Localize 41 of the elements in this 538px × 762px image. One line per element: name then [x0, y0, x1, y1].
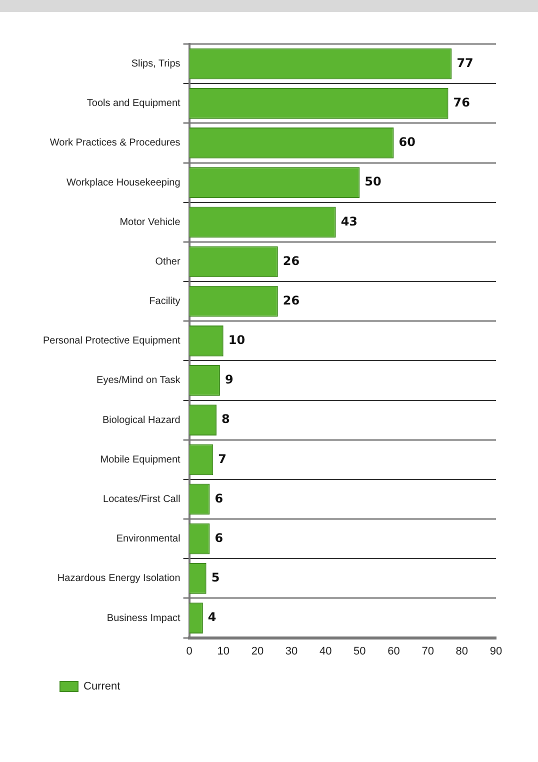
x-tick-label: 90 [490, 645, 502, 658]
y-tick-label: Personal Protective Equipment [43, 336, 181, 347]
x-tick-label: 70 [422, 645, 434, 658]
y-tick-label: Slips, Trips [131, 58, 180, 70]
data-label: 10 [228, 333, 246, 348]
data-label: 7 [218, 452, 227, 466]
y-tick-label: Motor Vehicle [120, 216, 181, 228]
data-label: 60 [398, 135, 416, 150]
y-tick-label: Business Impact [106, 612, 181, 624]
y-tick-label: Eyes/Mind on Task [96, 375, 182, 386]
data-label: 9 [224, 372, 234, 387]
x-tick-label: 50 [354, 645, 366, 658]
y-tick-label: Mobile Equipment [100, 454, 181, 466]
data-label: 4 [208, 610, 216, 624]
data-label: 6 [214, 530, 224, 545]
y-tick-label: Locates/First Call [103, 494, 180, 505]
y-tick-label: Tools and Equipment [86, 98, 181, 110]
data-label: 26 [282, 254, 300, 268]
x-tick-label: 0 [186, 645, 192, 658]
y-tick-label: Work Practices & Procedures [50, 138, 180, 149]
data-label: 8 [222, 412, 230, 426]
x-tick-label: 30 [285, 645, 298, 658]
data-label: 50 [364, 174, 382, 189]
y-tick-label: Hazardous Energy Isolation [57, 573, 180, 584]
legend-label: Current [84, 680, 120, 693]
y-tick-label: Biological Hazard [102, 414, 180, 426]
y-tick-label: Environmental [116, 534, 180, 545]
data-label: 43 [340, 214, 358, 228]
data-label: 26 [282, 293, 300, 308]
y-tick-label: Facility [149, 296, 180, 308]
data-label: 5 [211, 570, 220, 585]
y-tick-label: Other [155, 256, 181, 268]
x-tick-label: 10 [217, 645, 230, 658]
x-tick-label: 20 [251, 645, 264, 658]
x-tick-label: 40 [319, 645, 332, 658]
data-label: 77 [456, 56, 474, 70]
data-label: 76 [453, 96, 470, 110]
x-tick-label: 60 [388, 645, 400, 658]
data-label: 6 [214, 491, 224, 506]
x-tick-label: 80 [456, 645, 468, 658]
y-tick-label: Workplace Housekeeping [66, 177, 180, 188]
